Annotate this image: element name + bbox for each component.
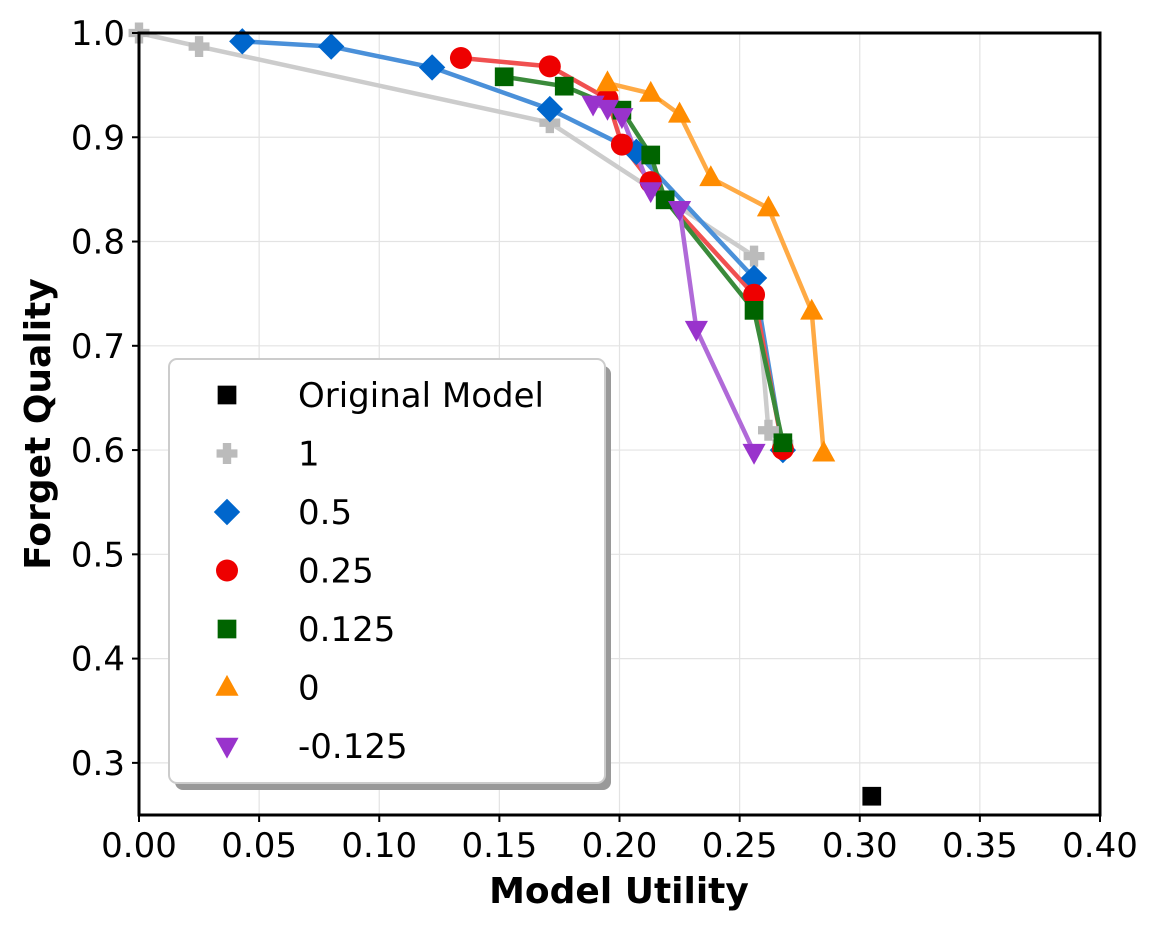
x-axis-label: Model Utility [489,871,749,912]
data-point-series-3 [610,133,633,156]
data-point-series-6 [639,182,663,204]
x-tick-label: 0.20 [582,826,658,866]
y-tick-label: 0.7 [71,327,125,367]
legend-marker-1 [216,443,238,464]
data-point-series-1 [539,112,561,134]
data-point-series-6 [668,200,692,222]
legend-marker-5 [215,674,239,696]
data-point-series-5 [595,70,620,92]
x-tick-label: 0.15 [462,826,538,866]
data-point-series-5 [812,440,836,462]
legend-label: 0.25 [298,552,374,592]
legend: Original Model 1 0.5 0.25 0.125 0 -0.125 [168,358,611,790]
data-point-series-5 [800,298,824,320]
data-point-series-4 [655,190,675,210]
x-tick-label: 0.10 [341,826,417,866]
x-tick-label: 0.30 [822,826,898,866]
y-tick-label: 0.9 [71,118,125,158]
series-markers [128,22,882,806]
x-tick-label: 0.40 [1062,826,1138,866]
legend-marker-0 [217,385,237,405]
legend-label: 0 [298,669,320,709]
data-point-series-3 [538,55,561,78]
y-tick-label: 0.3 [71,744,125,784]
data-point-series-2 [536,95,564,123]
y-axis-ticks: 0.3 0.4 0.5 0.6 0.7 0.8 0.9 1.0 [71,14,139,784]
x-tick-label: 0.00 [101,826,177,866]
y-tick-label: 0.5 [71,535,125,575]
data-point-series-6 [595,99,620,121]
legend-marker-3 [216,559,238,582]
legend-marker-2 [213,498,241,526]
legend-box [168,358,606,784]
data-point-series-5 [639,80,663,102]
data-point-series-4 [773,433,793,453]
data-point-series-2 [740,264,768,292]
data-point-series-4 [494,67,514,87]
data-point-series-3 [743,283,766,306]
data-point-series-5 [756,195,781,217]
legend-label: 0.125 [298,610,395,650]
data-point-series-6 [684,320,708,342]
data-point-series-0 [862,786,882,806]
data-point-series-6 [742,443,766,465]
data-point-series-2 [418,54,446,81]
data-point-series-2 [318,33,345,60]
x-axis-ticks: 0.00 0.05 0.10 0.15 0.20 0.25 0.30 0.35 0.40 [101,815,1138,866]
x-tick-label: 0.35 [942,826,1018,866]
y-tick-label: 0.6 [71,431,125,471]
data-point-series-4 [554,76,574,96]
legend-marker-4 [217,619,237,639]
data-point-series-2 [229,28,256,55]
x-tick-label: 0.05 [221,826,297,866]
data-point-series-5 [668,101,692,123]
legend-label: 0.5 [298,493,352,533]
y-axis-label: Forget Quality [18,278,59,569]
data-point-series-4 [744,300,764,320]
data-point-series-1 [188,36,210,58]
data-point-series-1 [743,245,765,267]
legend-label: 1 [298,435,320,475]
legend-marker-6 [215,737,239,759]
data-point-series-1 [758,419,779,441]
legend-label: -0.125 [298,727,408,767]
legend-label: Original Model [298,376,544,416]
x-tick-label: 0.25 [702,826,778,866]
y-tick-label: 0.8 [71,223,125,263]
data-point-series-3 [449,47,472,70]
data-point-series-5 [699,165,723,187]
y-tick-label: 1.0 [71,14,125,54]
data-point-series-4 [641,145,661,165]
data-point-series-6 [610,108,634,130]
y-tick-label: 0.4 [71,640,125,680]
